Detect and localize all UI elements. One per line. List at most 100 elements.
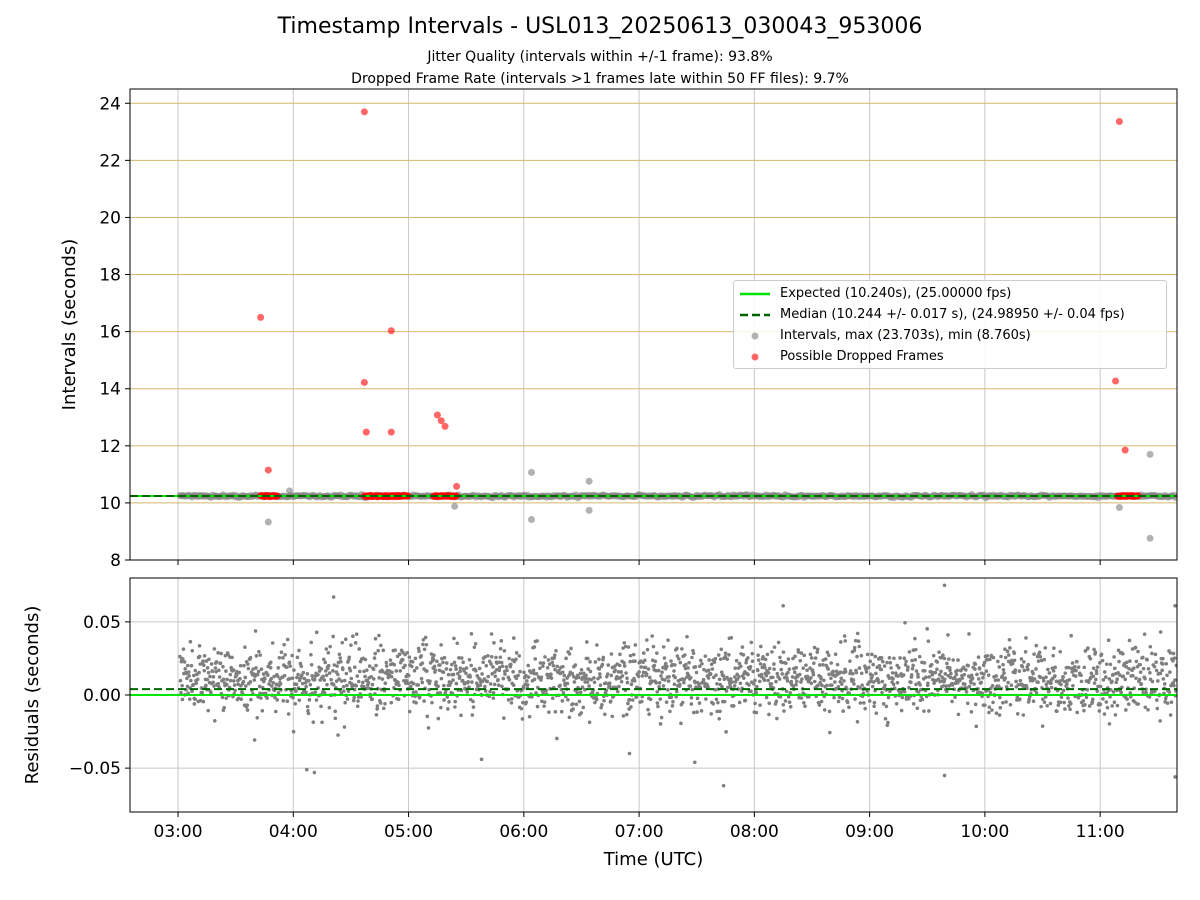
residual-point xyxy=(682,677,687,682)
residual-point xyxy=(1003,676,1008,680)
residual-point xyxy=(781,650,786,654)
residual-point xyxy=(1148,644,1153,649)
residual-point xyxy=(431,657,436,662)
residual-point xyxy=(457,674,462,679)
residual-point xyxy=(272,674,276,679)
residual-point xyxy=(491,696,496,700)
residual-point xyxy=(404,678,409,683)
residual-point xyxy=(964,668,968,672)
residual-point xyxy=(656,704,660,709)
residual-point xyxy=(941,684,946,688)
residual-point xyxy=(894,701,899,706)
residual-point xyxy=(327,705,332,710)
residual-point xyxy=(763,665,767,670)
residual-point xyxy=(788,704,793,709)
residual-point xyxy=(691,710,696,715)
residual-point xyxy=(286,712,291,716)
residual-point xyxy=(741,653,746,657)
residual-point xyxy=(1062,700,1066,705)
residual-point xyxy=(297,698,302,703)
residual-point xyxy=(347,655,352,660)
residual-point xyxy=(209,690,213,695)
residual-point xyxy=(580,685,585,689)
residual-point xyxy=(1115,677,1120,681)
residual-point xyxy=(288,664,293,668)
residual-point xyxy=(549,672,553,676)
residual-point xyxy=(804,663,808,667)
residual-point xyxy=(884,704,889,709)
residual-point xyxy=(1117,673,1122,677)
residual-point xyxy=(220,695,225,700)
residual-point xyxy=(1013,668,1018,672)
residual-point xyxy=(331,668,335,673)
residual-point xyxy=(808,652,813,657)
residual-point xyxy=(873,654,878,659)
residual-point xyxy=(1047,671,1052,675)
residual-point xyxy=(885,660,889,665)
residual-point xyxy=(900,695,905,700)
residual-point xyxy=(309,640,314,645)
residual-point xyxy=(383,701,387,706)
residual-point xyxy=(1094,677,1098,682)
residual-point xyxy=(682,680,686,685)
residual-point xyxy=(662,656,667,660)
residual-point xyxy=(888,661,893,665)
residual-point xyxy=(259,667,264,671)
residual-point xyxy=(183,667,188,671)
residual-point xyxy=(924,675,928,680)
residual-point xyxy=(1007,637,1012,642)
residual-point xyxy=(1098,702,1103,707)
residual-point xyxy=(372,656,377,660)
residual-point xyxy=(496,683,501,688)
residual-point xyxy=(609,673,614,678)
residual-point xyxy=(853,638,858,643)
residual-point xyxy=(925,627,929,631)
residual-point xyxy=(690,687,695,692)
residual-point xyxy=(246,666,251,671)
residual-point xyxy=(213,666,218,670)
residual-point xyxy=(905,668,910,672)
residual-point xyxy=(1002,671,1006,675)
residual-point xyxy=(842,679,846,683)
residual-point xyxy=(857,644,862,649)
residual-point xyxy=(456,671,460,676)
residual-point xyxy=(631,652,636,657)
residual-point xyxy=(1001,662,1005,667)
residual-point xyxy=(766,678,770,683)
legend-expected-line-icon xyxy=(740,292,770,296)
residual-point xyxy=(505,668,509,673)
residual-point xyxy=(746,672,750,677)
residual-point xyxy=(854,670,859,675)
residual-point xyxy=(371,667,376,672)
residual-point xyxy=(471,705,476,709)
residual-point xyxy=(776,640,781,645)
residual-point xyxy=(265,696,269,700)
residual-point xyxy=(825,650,830,655)
residual-point xyxy=(1146,707,1150,712)
residual-point xyxy=(625,680,630,685)
residual-point xyxy=(684,662,688,667)
residual-point xyxy=(796,650,801,654)
residual-point xyxy=(1160,662,1165,666)
residual-point xyxy=(217,668,221,673)
residual-point xyxy=(956,658,960,662)
residual-point xyxy=(1034,667,1038,671)
residual-point xyxy=(483,684,487,689)
residual-point xyxy=(459,656,464,660)
residual-point xyxy=(1096,684,1100,689)
residual-point xyxy=(539,678,543,682)
residual-point xyxy=(270,684,274,688)
residual-point xyxy=(886,695,891,700)
residual-point xyxy=(787,700,792,705)
residual-point xyxy=(829,676,833,681)
residual-point xyxy=(427,687,431,692)
residual-point xyxy=(708,671,713,676)
residual-point xyxy=(267,682,271,686)
residual-point xyxy=(695,710,699,714)
residual-point xyxy=(517,654,522,658)
residual-point xyxy=(309,662,314,667)
residual-point xyxy=(649,679,654,683)
residual-point xyxy=(718,657,723,661)
residual-point xyxy=(1008,646,1012,650)
residual-point xyxy=(1124,665,1129,669)
